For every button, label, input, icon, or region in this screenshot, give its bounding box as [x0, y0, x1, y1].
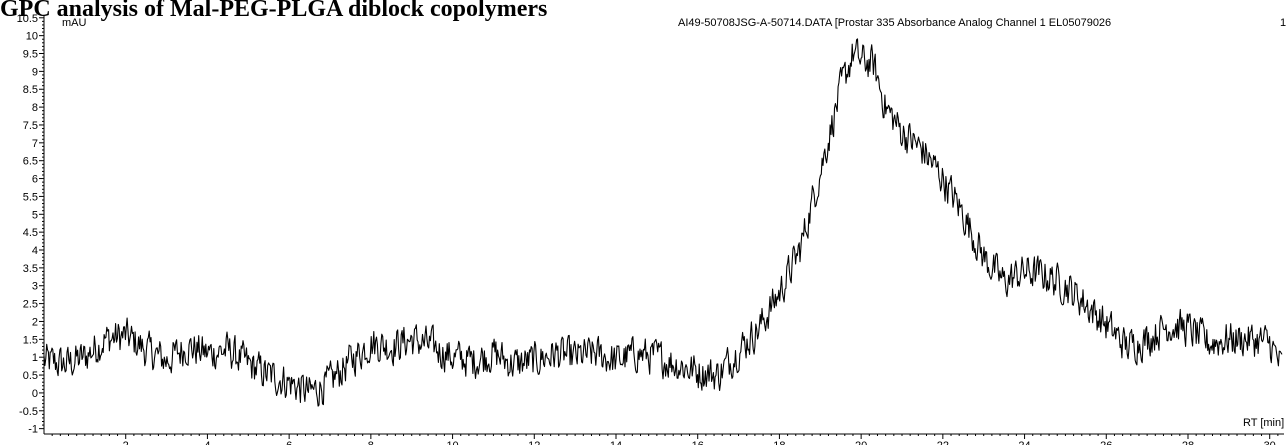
x-tick-label: 8 — [368, 440, 374, 445]
x-tick-label: 16 — [692, 440, 704, 445]
y-tick-label: 7.5 — [23, 120, 38, 132]
x-tick-label: 6 — [286, 440, 292, 445]
x-axis-label: RT [min] — [1243, 417, 1284, 429]
x-tick-label: 28 — [1182, 440, 1194, 445]
x-tick-label: 30 — [1264, 440, 1276, 445]
chromatogram-series-line — [43, 38, 1283, 407]
y-tick-label: 6.5 — [23, 156, 38, 168]
y-tick-label: 3 — [32, 281, 38, 293]
y-tick-label: 2.5 — [23, 299, 38, 311]
y-tick-label: 5 — [32, 209, 38, 221]
y-tick-label: 10.5 — [17, 13, 38, 25]
page-title: GPC analysis of Mal-PEG-PLGA diblock cop… — [0, 0, 547, 22]
y-tick-label: 8.5 — [23, 84, 38, 96]
y-tick-label: 4.5 — [23, 227, 38, 239]
x-tick-label: 26 — [1100, 440, 1112, 445]
y-tick-label: 2 — [32, 316, 38, 328]
x-tick-label: 14 — [610, 440, 622, 445]
x-tick-label: 22 — [937, 440, 949, 445]
y-tick-label: 0 — [32, 388, 38, 400]
y-tick-label: 1 — [32, 352, 38, 364]
y-tick-label: 3.5 — [23, 263, 38, 275]
x-tick-label: 24 — [1018, 440, 1030, 445]
x-axis: 24681012141618202224262830 — [51, 434, 1279, 445]
x-tick-label: 2 — [123, 440, 129, 445]
x-tick-label: 4 — [204, 440, 210, 445]
y-tick-label: -1 — [28, 424, 38, 436]
y-axis-label: mAU — [62, 17, 87, 29]
x-tick-label: 12 — [528, 440, 540, 445]
y-axis: -1 -0.5 0 0.5 1 1.5 2 2.5 3 3.5 4 4.5 5 5.5 6 6.5 7 7.5 8 8… — [17, 13, 44, 436]
y-tick-label: 6 — [32, 174, 38, 186]
y-tick-label: -0.5 — [19, 406, 38, 418]
y-tick-label: 10 — [26, 31, 38, 43]
y-tick-label: 9.5 — [23, 49, 38, 61]
y-tick-label: 8 — [32, 102, 38, 114]
x-tick-label: 10 — [446, 440, 458, 445]
y-tick-label: 5.5 — [23, 191, 38, 203]
chart-title: AI49-50708JSG-A-50714.DATA [Prostar 335 … — [678, 17, 1111, 29]
y-tick-label: 4 — [32, 245, 38, 257]
y-tick-label: 9 — [32, 66, 38, 78]
chart-title-suffix: 1 — [1280, 17, 1286, 29]
y-tick-label: 1.5 — [23, 334, 38, 346]
series-layer — [43, 38, 1283, 407]
x-tick-label: 20 — [855, 440, 867, 445]
y-tick-label: 7 — [32, 138, 38, 150]
y-tick-label: 0.5 — [23, 370, 38, 382]
x-tick-label: 18 — [773, 440, 785, 445]
